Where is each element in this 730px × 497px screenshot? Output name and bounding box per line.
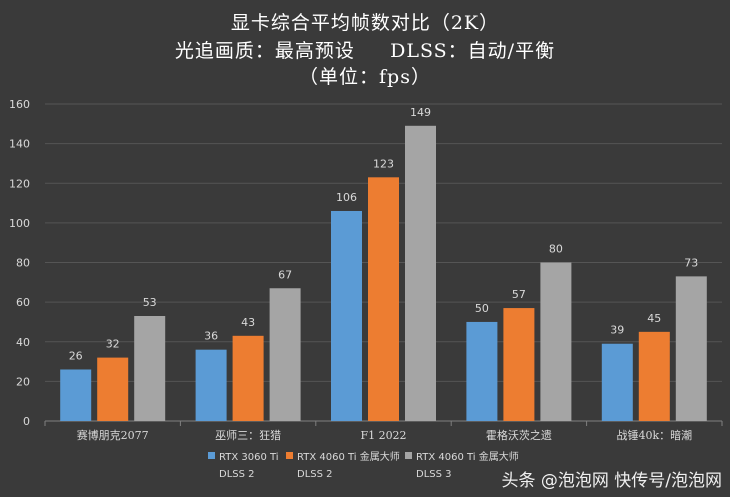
x-tick-label: 赛博朋克2077 [77,428,149,442]
data-label: 45 [647,312,661,325]
data-label: 80 [549,243,563,256]
bar [405,125,436,421]
y-tick-label: 20 [16,375,30,388]
y-tick-label: 80 [16,257,30,270]
legend-label: RTX 4060 Ti 金属大师 [416,450,519,463]
bar [466,321,498,421]
data-label: 43 [241,316,255,329]
bar [195,349,227,421]
chart-title: 显卡综合平均帧数对比（2K） [230,12,500,34]
data-label: 26 [69,349,83,362]
data-label: 123 [373,157,394,170]
chart-unit: （单位：fps） [299,66,431,88]
bar [269,288,301,421]
data-label: 149 [410,106,431,119]
bar [601,343,633,421]
bar [540,262,572,421]
bar [134,315,166,421]
legend-label: DLSS 3 [416,469,452,480]
data-label: 50 [475,302,489,315]
y-tick-label: 0 [23,415,30,428]
legend-label: DLSS 2 [219,469,255,480]
bar [97,357,129,421]
legend-label: DLSS 2 [297,469,333,480]
data-label: 39 [610,324,624,337]
x-tick-label: 巫师三：狂猎 [215,428,281,442]
x-tick-label: 霍格沃茨之遗 [486,428,552,442]
y-tick-label: 100 [9,217,30,230]
legend-swatch [405,452,412,459]
bar [60,369,92,421]
y-tick-label: 120 [9,177,30,190]
bar [638,331,670,421]
legend-swatch [208,452,215,459]
data-label: 73 [684,256,698,269]
bar [232,335,264,421]
data-label: 106 [336,191,357,204]
data-label: 57 [512,288,526,301]
y-tick-label: 40 [16,336,30,349]
legend-label: RTX 4060 Ti 金属大师 [297,450,400,463]
bar [675,276,707,421]
chart-subtitle: 光追画质：最高预设 DLSS：自动/平衡 [174,40,556,62]
data-label: 36 [204,330,218,343]
legend-swatch [286,452,293,459]
y-tick-label: 160 [9,98,30,111]
bar [503,308,535,421]
y-tick-label: 60 [16,296,30,309]
legend-label: RTX 3060 Ti [219,452,279,463]
watermark: 头条 @泡泡网 快传号/泡泡网 [501,471,722,491]
x-tick-label: F1 2022 [360,429,406,442]
y-tick-label: 140 [9,138,30,151]
bar [331,210,362,421]
x-tick-label: 战锤40k：暗潮 [616,428,692,442]
data-label: 53 [143,296,157,309]
data-label: 32 [106,338,120,351]
bar [368,177,399,421]
data-label: 67 [278,268,292,281]
